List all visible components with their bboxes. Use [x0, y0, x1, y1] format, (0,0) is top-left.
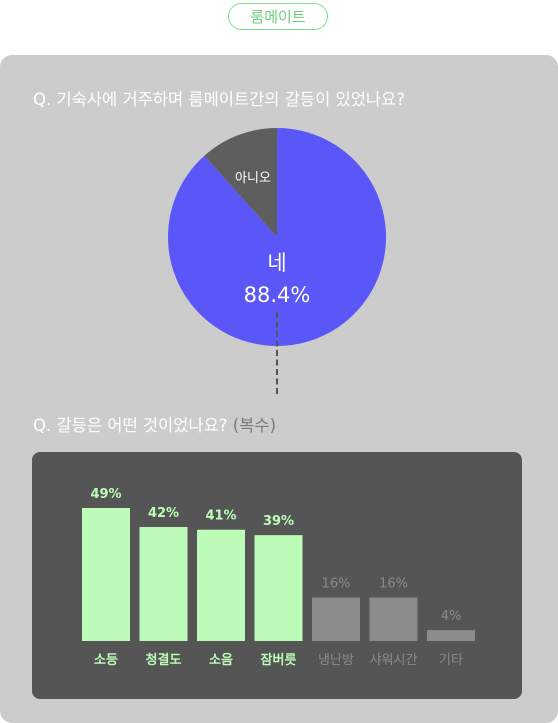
bar-category-label-2: 청결도	[146, 652, 182, 668]
bar-category-label-5: 냉난방	[318, 653, 354, 668]
bar-6	[369, 597, 418, 641]
pie-label-secondary: 아니오	[235, 171, 271, 186]
bar-category-label-3: 소음	[209, 652, 233, 668]
bar-value-label-7: 4%	[441, 609, 462, 624]
bar-1	[82, 508, 130, 641]
bar-category-label-6: 샤워시간	[370, 653, 418, 668]
question-2-note: (복수)	[232, 416, 277, 435]
bar-chart: 49% 소등 42% 청결도 41% 소음 39% 잠버릇 16% 냉난방 16% 샤워시간 4% 기타	[82, 487, 475, 668]
pie-label-main: 네	[267, 251, 286, 275]
bar-value-label-2: 42%	[148, 506, 179, 521]
connector-line	[276, 312, 278, 394]
question-1: Q. 기숙사에 거주하며 룸메이트간의 갈등이 있었나요?	[33, 90, 405, 109]
bar-5	[312, 597, 360, 641]
bar-2	[139, 527, 188, 641]
pie-slice-2	[204, 128, 277, 237]
bar-4	[254, 535, 303, 641]
bar-value-label-3: 41%	[205, 509, 236, 524]
bar-value-label-6: 16%	[379, 577, 408, 592]
bar-3	[197, 529, 245, 641]
question-2-text: Q. 갈등은 어떤 것이었나요?	[33, 416, 228, 435]
topic-tag: 룸메이트	[228, 3, 328, 30]
bar-value-label-5: 16%	[322, 577, 351, 592]
pie-chart: 네 88.4% 아니오	[168, 128, 386, 346]
bar-category-label-7: 기타	[439, 653, 463, 668]
bar-value-label-4: 39%	[263, 514, 294, 529]
question-2: Q. 갈등은 어떤 것이었나요? (복수)	[33, 412, 276, 436]
bar-7	[427, 630, 475, 641]
bar-value-label-1: 49%	[90, 487, 121, 502]
bar-category-label-1: 소등	[94, 653, 118, 668]
pie-value-main: 88.4%	[244, 283, 311, 307]
bar-category-label-4: 잠버릇	[261, 652, 297, 668]
